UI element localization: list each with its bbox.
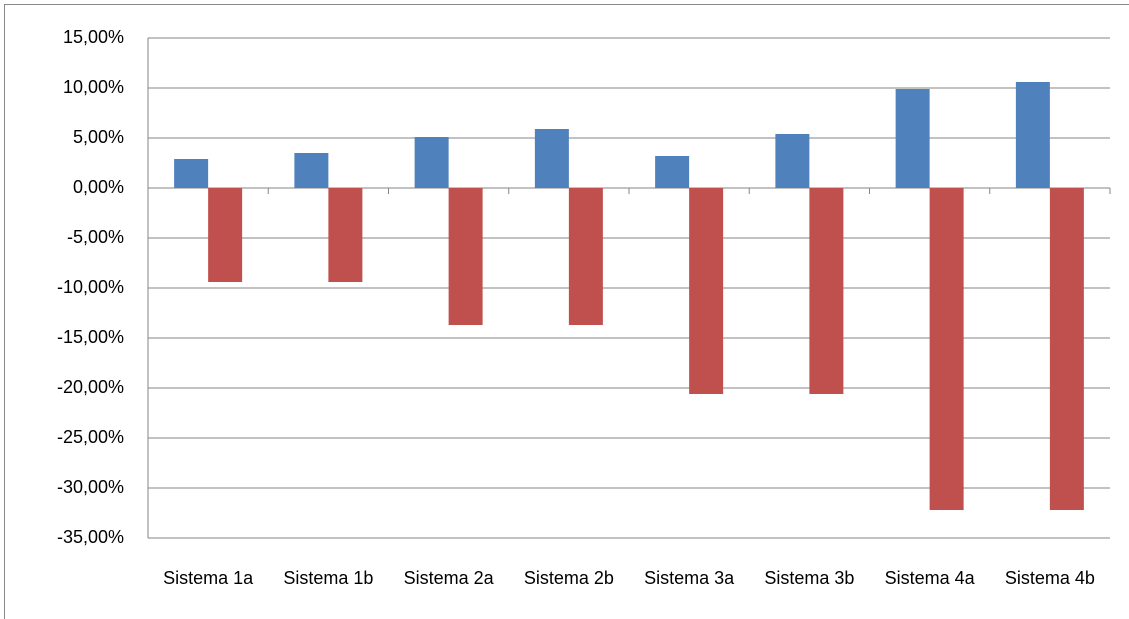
y-tick-label: 5,00% — [73, 127, 124, 147]
x-tick-label: Sistema 2a — [404, 568, 495, 588]
y-tick-label: -10,00% — [57, 277, 124, 297]
bar — [1015, 82, 1050, 188]
x-tick-label: Sistema 1a — [163, 568, 254, 588]
bar — [568, 188, 603, 325]
y-tick-label: -30,00% — [57, 477, 124, 497]
y-tick-label: 10,00% — [63, 77, 124, 97]
x-tick-label: Sistema 3b — [764, 568, 854, 588]
y-tick-label: -20,00% — [57, 377, 124, 397]
y-tick-label: 0,00% — [73, 177, 124, 197]
x-tick-label: Sistema 4a — [885, 568, 976, 588]
bar — [895, 89, 930, 188]
x-tick-label: Sistema 4b — [1005, 568, 1095, 588]
y-tick-label: -25,00% — [57, 427, 124, 447]
bar — [448, 188, 483, 325]
bar — [1049, 188, 1084, 510]
bar — [328, 188, 363, 282]
bar — [655, 156, 690, 188]
y-tick-label: -15,00% — [57, 327, 124, 347]
y-tick-label: -35,00% — [57, 527, 124, 547]
bar — [809, 188, 844, 394]
x-tick-label: Sistema 2b — [524, 568, 614, 588]
bar — [534, 129, 569, 188]
bar — [775, 134, 810, 188]
bar — [174, 159, 209, 188]
y-tick-label: -5,00% — [67, 227, 124, 247]
bar — [208, 188, 243, 282]
bar — [414, 137, 449, 188]
bar — [689, 188, 724, 394]
bar — [929, 188, 964, 510]
bar — [294, 153, 329, 188]
x-tick-label: Sistema 3a — [644, 568, 735, 588]
x-tick-label: Sistema 1b — [283, 568, 373, 588]
y-tick-label: 15,00% — [63, 27, 124, 47]
